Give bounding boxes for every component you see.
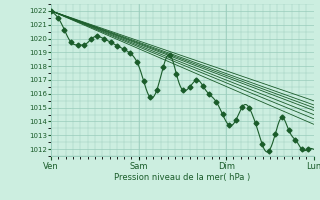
X-axis label: Pression niveau de la mer( hPa ): Pression niveau de la mer( hPa ) <box>114 173 251 182</box>
